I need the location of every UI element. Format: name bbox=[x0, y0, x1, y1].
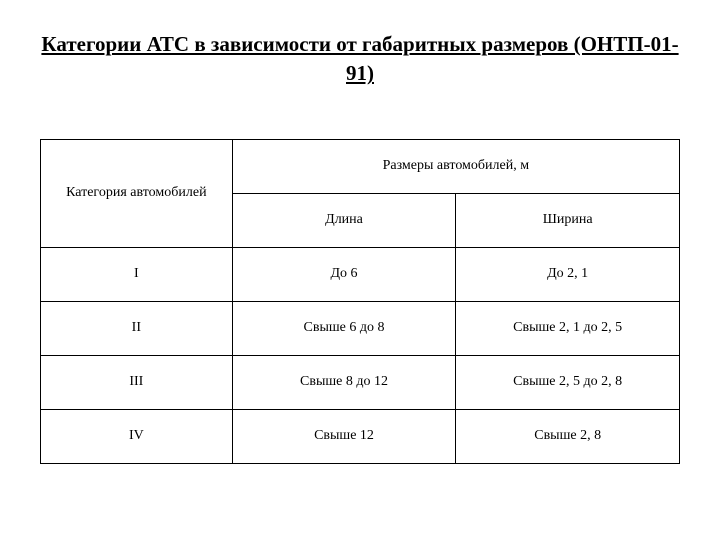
cell-length: Свыше 12 bbox=[232, 409, 456, 463]
cell-length: До 6 bbox=[232, 247, 456, 301]
cell-category: II bbox=[41, 301, 233, 355]
cell-width: Свыше 2, 1 до 2, 5 bbox=[456, 301, 680, 355]
title-text: Категории АТС в зависимости от габаритны… bbox=[41, 32, 678, 85]
header-dimensions: Размеры автомобилей, м bbox=[232, 139, 679, 193]
cell-width: Свыше 2, 8 bbox=[456, 409, 680, 463]
page-title: Категории АТС в зависимости от габаритны… bbox=[40, 30, 680, 89]
cell-category: III bbox=[41, 355, 233, 409]
cell-category: I bbox=[41, 247, 233, 301]
table-header-row-1: Категория автомобилей Размеры автомобиле… bbox=[41, 139, 680, 193]
cell-length: Свыше 6 до 8 bbox=[232, 301, 456, 355]
cell-length: Свыше 8 до 12 bbox=[232, 355, 456, 409]
table-row: IV Свыше 12 Свыше 2, 8 bbox=[41, 409, 680, 463]
cell-category: IV bbox=[41, 409, 233, 463]
table-row: I До 6 До 2, 1 bbox=[41, 247, 680, 301]
table-row: III Свыше 8 до 12 Свыше 2, 5 до 2, 8 bbox=[41, 355, 680, 409]
header-category: Категория автомобилей bbox=[41, 139, 233, 247]
categories-table: Категория автомобилей Размеры автомобиле… bbox=[40, 139, 680, 464]
subheader-width: Ширина bbox=[456, 193, 680, 247]
cell-width: До 2, 1 bbox=[456, 247, 680, 301]
subheader-length: Длина bbox=[232, 193, 456, 247]
table-row: II Свыше 6 до 8 Свыше 2, 1 до 2, 5 bbox=[41, 301, 680, 355]
cell-width: Свыше 2, 5 до 2, 8 bbox=[456, 355, 680, 409]
